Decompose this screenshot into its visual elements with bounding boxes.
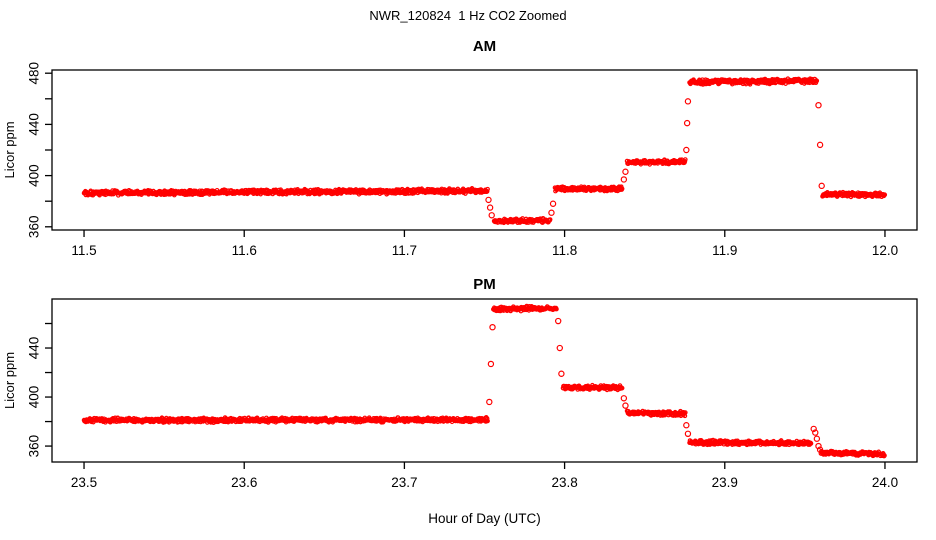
x-tick-label: 11.9 xyxy=(712,243,737,258)
x-tick-label: 23.9 xyxy=(712,475,738,490)
y-tick-label: 400 xyxy=(27,164,42,187)
x-tick-label: 23.7 xyxy=(391,475,417,490)
x-tick-label: 24.0 xyxy=(872,475,898,490)
x-tick-label: 23.5 xyxy=(71,475,97,490)
y-tick-label: 360 xyxy=(27,435,42,458)
figure-title: NWR_120824 1 Hz CO2 Zoomed xyxy=(369,8,567,23)
y-tick-label: 400 xyxy=(27,386,42,409)
y-tick-label: 440 xyxy=(27,337,42,360)
y-tick-label: 440 xyxy=(27,113,42,136)
x-tick-label: 12.0 xyxy=(872,243,898,258)
x-tick-label: 11.6 xyxy=(232,243,257,258)
y-axis-label: Licor ppm xyxy=(2,121,17,178)
x-tick-label: 11.5 xyxy=(71,243,96,258)
x-tick-label: 11.7 xyxy=(392,243,417,258)
scatter-points xyxy=(81,303,887,459)
pm-panel-title: PM xyxy=(473,276,496,293)
am-panel-title: AM xyxy=(472,38,497,55)
y-tick-label: 480 xyxy=(27,62,42,85)
y-tick-label: 360 xyxy=(27,216,42,239)
y-axis-label: Licor ppm xyxy=(2,352,17,409)
x-tick-label: 23.6 xyxy=(231,475,257,490)
x-axis-label: Hour of Day (UTC) xyxy=(428,511,541,526)
scatter-points xyxy=(81,76,888,226)
plot-box xyxy=(51,298,918,463)
x-tick-label: 23.8 xyxy=(551,475,577,490)
x-tick-label: 11.8 xyxy=(552,243,577,258)
